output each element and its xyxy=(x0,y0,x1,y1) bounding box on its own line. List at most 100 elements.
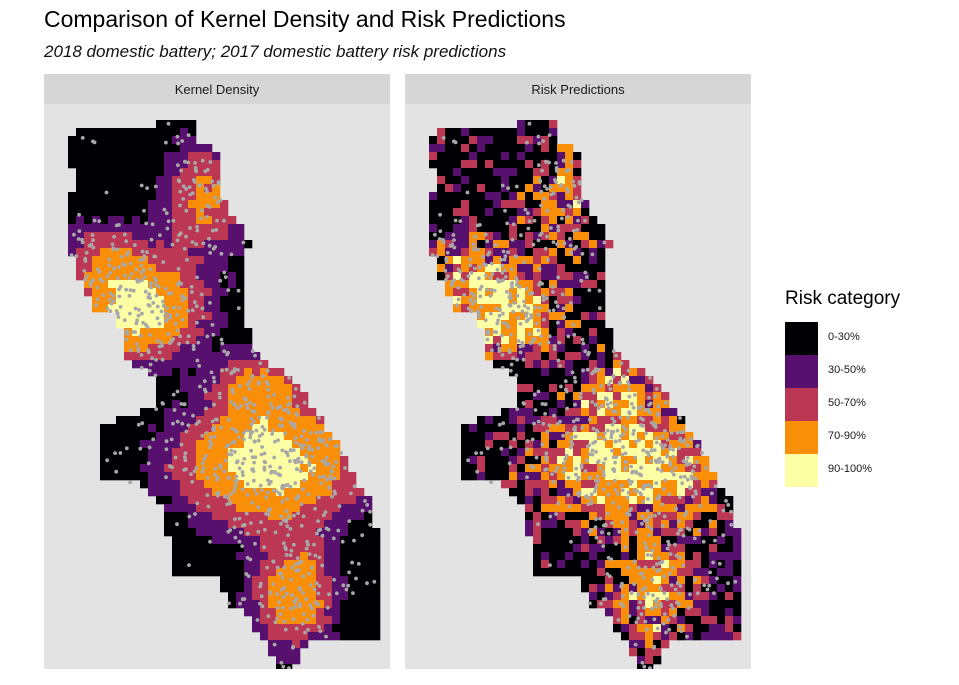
map-cell xyxy=(581,232,590,241)
map-cell xyxy=(252,624,261,633)
incident-point xyxy=(506,325,511,329)
incident-point xyxy=(472,247,476,252)
map-cell xyxy=(685,520,694,529)
map-cell xyxy=(260,632,269,641)
incident-point xyxy=(218,465,223,470)
map-cell xyxy=(669,552,678,561)
map-cell xyxy=(188,432,197,441)
incident-point xyxy=(661,446,666,450)
incident-point xyxy=(590,371,594,376)
incident-point xyxy=(346,583,351,588)
map-cell xyxy=(621,600,630,609)
map-cell xyxy=(533,392,542,401)
map-cell xyxy=(164,160,173,169)
map-cell xyxy=(204,440,213,449)
map-cell xyxy=(477,472,486,481)
map-cell xyxy=(549,240,558,249)
incident-point xyxy=(667,542,671,547)
incident-point xyxy=(161,260,166,264)
incident-point xyxy=(282,619,287,624)
map-cell xyxy=(629,624,638,633)
map-cell xyxy=(493,456,502,465)
map-cell xyxy=(541,152,550,161)
incident-point xyxy=(123,263,127,267)
incident-point xyxy=(180,139,185,143)
incident-point xyxy=(206,504,211,509)
map-cell xyxy=(573,296,582,305)
incident-point xyxy=(500,366,505,370)
map-cell xyxy=(188,520,197,529)
map-cell xyxy=(100,216,109,225)
incident-point xyxy=(249,422,254,427)
map-cell xyxy=(220,528,229,537)
map-cell xyxy=(228,328,237,337)
incident-point xyxy=(320,563,325,568)
incident-point xyxy=(317,438,321,443)
map-cell xyxy=(453,264,462,273)
incident-point xyxy=(288,448,293,453)
map-cell xyxy=(533,552,542,561)
map-cell xyxy=(461,152,470,161)
incident-point xyxy=(302,400,307,405)
map-cell xyxy=(244,496,253,505)
map-cell xyxy=(92,248,101,257)
map-cell xyxy=(148,320,157,329)
map-cell xyxy=(581,576,590,585)
incident-point xyxy=(627,387,632,392)
map-cell xyxy=(356,520,365,529)
incident-point xyxy=(646,524,651,528)
map-cell xyxy=(372,584,381,593)
map-cell xyxy=(541,544,550,553)
incident-point xyxy=(477,276,481,281)
map-cell xyxy=(541,200,550,209)
map-cell xyxy=(172,344,181,353)
map-cell xyxy=(324,552,333,561)
incident-point xyxy=(645,509,650,513)
map-cell xyxy=(445,152,454,161)
incident-point xyxy=(98,277,103,282)
map-cell xyxy=(68,152,77,161)
map-cell xyxy=(148,152,157,161)
incident-point xyxy=(84,274,89,279)
map-cell xyxy=(525,520,534,529)
map-cell xyxy=(252,608,261,617)
incident-point xyxy=(520,309,525,314)
map-cell xyxy=(509,304,518,313)
map-cell xyxy=(509,288,518,297)
map-cell xyxy=(693,480,702,489)
map-cell xyxy=(621,392,630,401)
map-cell xyxy=(292,544,301,553)
incident-point xyxy=(275,616,279,621)
map-cell xyxy=(164,360,173,369)
map-cell xyxy=(597,320,606,329)
map-cell xyxy=(605,592,614,601)
map-cell xyxy=(236,336,245,345)
panel-kernel-density: Kernel Density xyxy=(44,74,390,669)
map-cell xyxy=(124,352,133,361)
map-cell xyxy=(212,280,221,289)
incident-point xyxy=(685,477,690,482)
incident-point xyxy=(208,160,213,164)
map-cell xyxy=(573,264,582,273)
map-cell xyxy=(84,200,93,209)
map-cell xyxy=(180,224,189,233)
map-cell xyxy=(541,520,550,529)
map-cell xyxy=(645,584,654,593)
incident-point xyxy=(575,417,579,422)
map-cell xyxy=(252,368,261,377)
map-cell xyxy=(589,328,598,337)
map-cell xyxy=(509,472,518,481)
incident-point xyxy=(652,448,657,452)
incident-point xyxy=(685,455,690,460)
map-cell xyxy=(725,632,734,641)
map-cell xyxy=(549,520,558,529)
incident-point xyxy=(481,254,485,259)
incident-point xyxy=(588,475,592,480)
incident-point xyxy=(233,483,238,488)
map-cell xyxy=(84,192,93,201)
incident-point xyxy=(471,242,476,247)
map-cell xyxy=(589,552,598,561)
map-cell xyxy=(501,232,510,241)
map-cell xyxy=(236,584,245,593)
map-cell xyxy=(180,248,189,257)
